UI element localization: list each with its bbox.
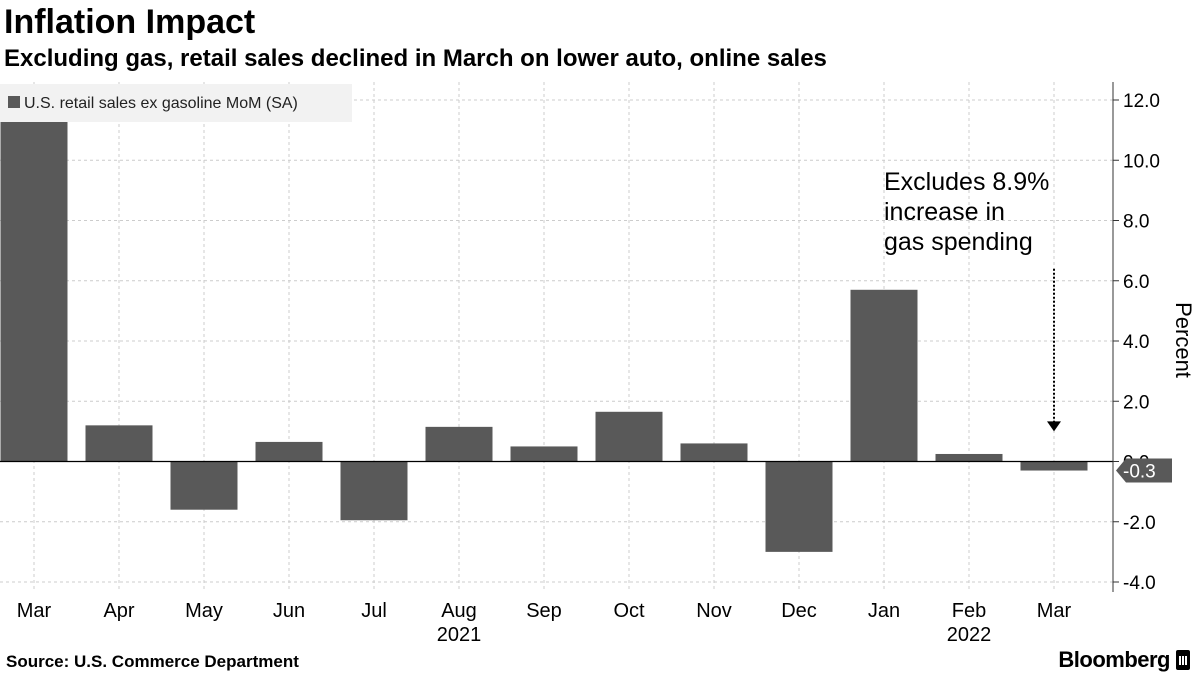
bar (765, 461, 833, 552)
bar (425, 426, 493, 462)
y-tick-label: -2.0 (1123, 513, 1156, 534)
annotation-text: Excludes 8.9% (884, 168, 1049, 196)
x-tick-label: Jul (361, 600, 387, 622)
y-tick-label: 4.0 (1123, 332, 1149, 353)
x-tick-label: Oct (613, 600, 645, 622)
bar (255, 441, 323, 462)
bar (85, 425, 153, 462)
annotation-text: increase in (884, 198, 1005, 226)
brand-name: Bloomberg (1058, 647, 1170, 672)
y-tick-label: -4.0 (1123, 573, 1156, 594)
y-tick-label: 10.0 (1123, 151, 1160, 172)
bloomberg-terminal-icon (1176, 650, 1190, 670)
year-label: 2022 (947, 624, 992, 646)
bar (1020, 461, 1088, 471)
x-tick-label: Jan (868, 600, 900, 622)
x-tick-label: Mar (17, 600, 52, 622)
bar (0, 121, 68, 462)
last-value-tag (1116, 458, 1172, 483)
brand-logo: Bloomberg (1058, 648, 1190, 672)
bar (510, 446, 578, 462)
bar (595, 411, 663, 462)
bar (935, 453, 1003, 462)
x-tick-label: Nov (696, 600, 732, 622)
x-tick-label: Dec (781, 600, 817, 622)
y-axis-title: Percent (1171, 302, 1196, 378)
x-tick-label: Aug (441, 600, 477, 622)
last-value-label: -0.3 (1123, 462, 1156, 483)
legend-label: U.S. retail sales ex gasoline MoM (SA) (24, 95, 298, 112)
year-label: 2021 (437, 624, 482, 646)
legend-swatch (8, 96, 20, 108)
y-tick-label: 12.0 (1123, 91, 1160, 112)
bar (680, 443, 748, 462)
bar (170, 461, 238, 510)
x-tick-label: Feb (952, 600, 986, 622)
x-tick-label: Mar (1037, 600, 1072, 622)
bar (850, 289, 918, 462)
x-tick-label: Jun (273, 600, 305, 622)
chart-subtitle: Excluding gas, retail sales declined in … (4, 45, 827, 72)
x-tick-label: Apr (103, 600, 134, 622)
annotation-arrow-head (1047, 421, 1061, 432)
bar (340, 461, 408, 521)
source-note: Source: U.S. Commerce Department (6, 652, 299, 671)
x-tick-label: Sep (526, 600, 562, 622)
legend-box (0, 84, 352, 122)
annotation-text: gas spending (884, 228, 1033, 256)
y-tick-label: 8.0 (1123, 212, 1149, 233)
chart-title: Inflation Impact (4, 3, 256, 41)
y-tick-label: 2.0 (1123, 392, 1149, 413)
y-tick-label: 6.0 (1123, 272, 1149, 293)
x-tick-label: May (185, 600, 223, 622)
